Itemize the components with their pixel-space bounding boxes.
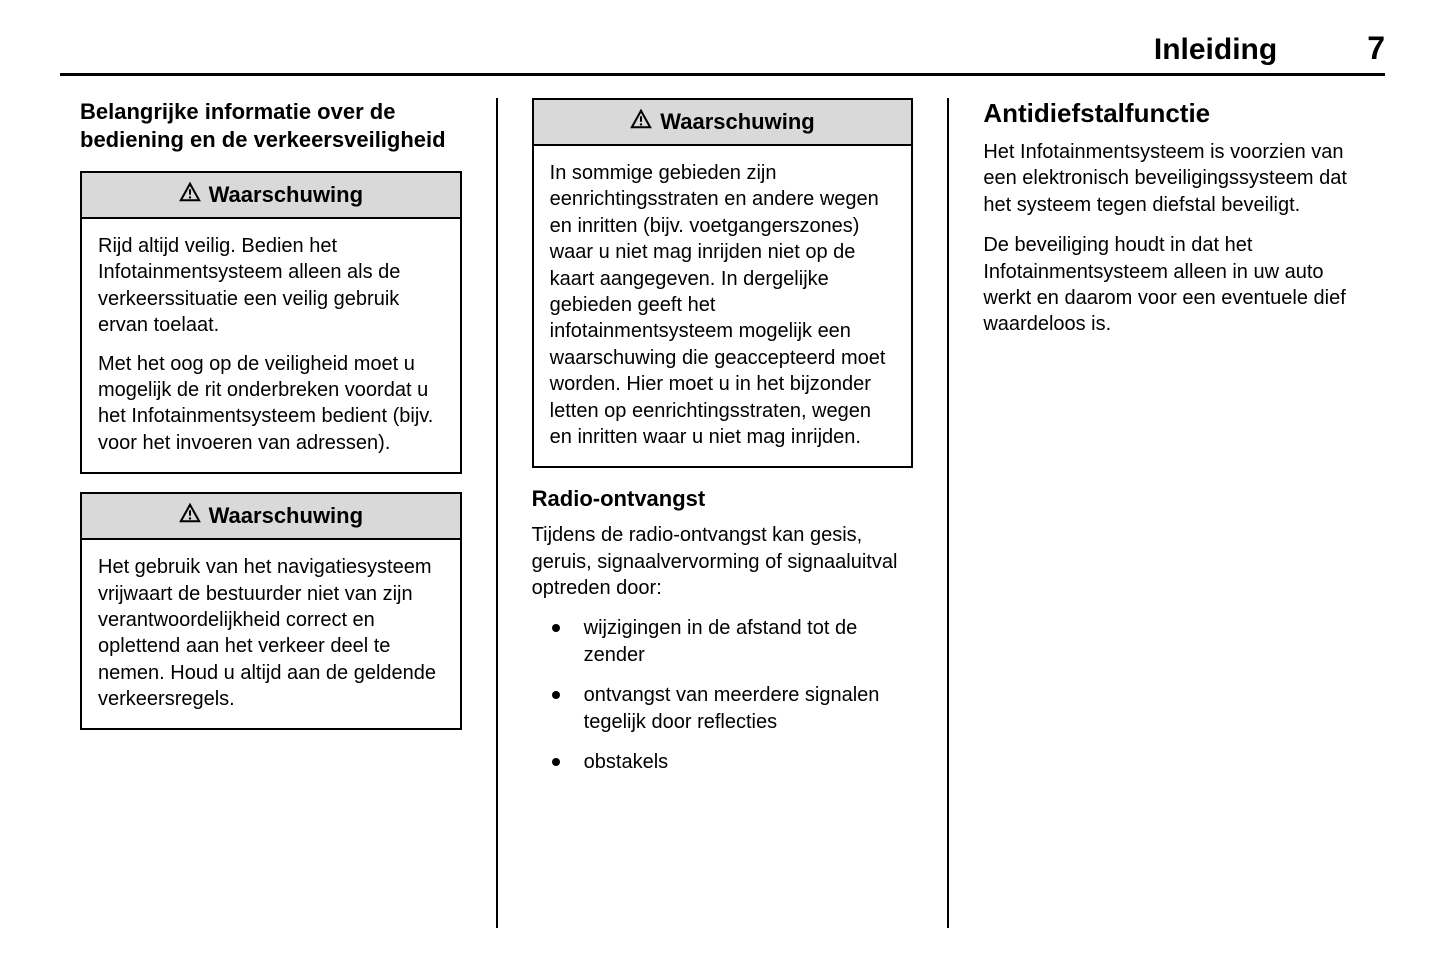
- list-item: obstakels: [560, 749, 914, 775]
- column-2: Waarschuwing In sommige gebieden zijn ee…: [496, 98, 948, 928]
- radio-bullet-list: wijzigingen in de afstand tot de zender …: [532, 615, 914, 775]
- warning-paragraph: Rijd altijd veilig. Bedien het Infotainm…: [98, 233, 444, 339]
- warning-label: Waarschuwing: [209, 182, 363, 208]
- content-columns: Belangrijke informatie over de bediening…: [60, 98, 1385, 928]
- warning-box-3: Waarschuwing In sommige gebieden zijn ee…: [532, 98, 914, 468]
- warning-label: Waarschuwing: [209, 503, 363, 529]
- manual-page: Inleiding 7 Belangrijke informatie over …: [0, 0, 1445, 965]
- warning-label: Waarschuwing: [660, 109, 814, 135]
- subsection-heading: Belangrijke informatie over de bediening…: [80, 98, 462, 153]
- page-header: Inleiding 7: [60, 30, 1385, 76]
- warning-paragraph: Met het oog op de veiligheid moet u moge…: [98, 351, 444, 457]
- warning-paragraph: In sommige gebieden zijn eenrichtingsstr…: [550, 160, 896, 450]
- list-item: wijzigingen in de afstand tot de zender: [560, 615, 914, 668]
- list-item: ontvangst van meerdere signalen tegelijk…: [560, 682, 914, 735]
- warning-box-1: Waarschuwing Rijd altijd veilig. Bedien …: [80, 171, 462, 474]
- warning-body: Rijd altijd veilig. Bedien het Infotainm…: [82, 219, 460, 472]
- warning-head: Waarschuwing: [534, 100, 912, 146]
- body-paragraph: Het Infotainmentsysteem is voorzien van …: [983, 139, 1365, 218]
- warning-triangle-icon: [179, 181, 201, 209]
- warning-head: Waarschuwing: [82, 173, 460, 219]
- warning-paragraph: Het gebruik van het navigatiesysteem vri…: [98, 554, 444, 712]
- header-section-title: Inleiding: [1154, 33, 1277, 67]
- column-3: Antidiefstalfunctie Het Infotainmentsyst…: [947, 98, 1385, 928]
- warning-box-2: Waarschuwing Het gebruik van het navigat…: [80, 492, 462, 730]
- warning-head: Waarschuwing: [82, 494, 460, 540]
- antitheft-heading: Antidiefstalfunctie: [983, 98, 1365, 129]
- header-page-number: 7: [1367, 30, 1385, 67]
- warning-triangle-icon: [630, 108, 652, 136]
- body-paragraph: De beveiliging houdt in dat het Infotain…: [983, 232, 1365, 338]
- warning-body: In sommige gebieden zijn eenrichtingsstr…: [534, 146, 912, 466]
- radio-intro: Tijdens de radio-ontvangst kan gesis, ge…: [532, 522, 914, 601]
- column-1: Belangrijke informatie over de bediening…: [60, 98, 496, 928]
- radio-heading: Radio-ontvangst: [532, 486, 914, 512]
- warning-body: Het gebruik van het navigatiesysteem vri…: [82, 540, 460, 728]
- warning-triangle-icon: [179, 502, 201, 530]
